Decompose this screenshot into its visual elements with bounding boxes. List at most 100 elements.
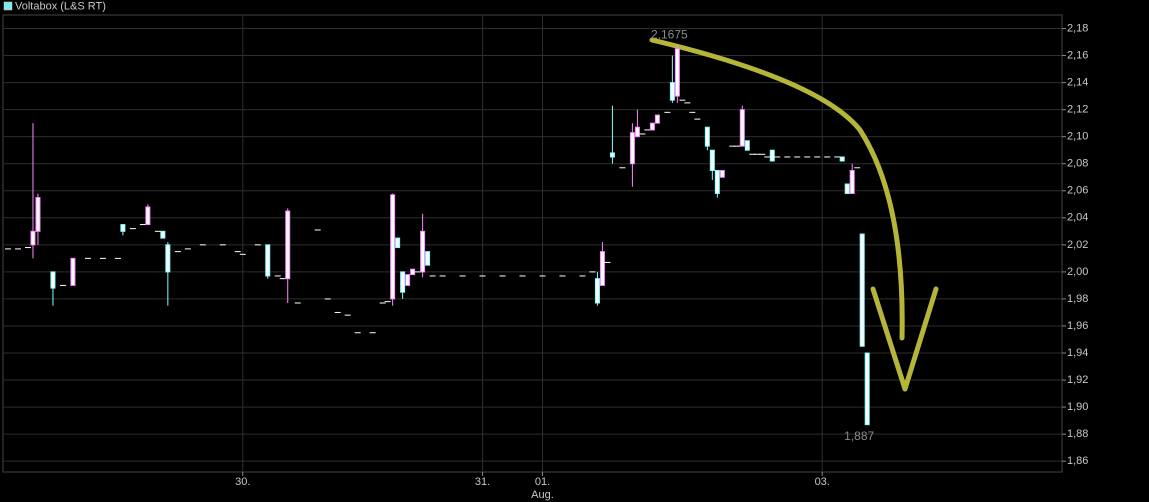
candle-body bbox=[719, 169, 725, 178]
y-tick-label: 2,08 bbox=[1067, 158, 1088, 170]
candle-body bbox=[864, 352, 870, 426]
plot-frame bbox=[2, 14, 1063, 473]
candle-body bbox=[844, 183, 850, 194]
candle-body bbox=[694, 118, 701, 120]
y-tick-label: 1,90 bbox=[1067, 401, 1088, 413]
candle-body bbox=[379, 302, 386, 304]
legend-swatch bbox=[3, 1, 13, 11]
candle-body bbox=[739, 109, 745, 147]
candle-body bbox=[754, 153, 761, 155]
candle-body bbox=[294, 302, 301, 304]
month-label: Aug. bbox=[531, 489, 554, 501]
candle-body bbox=[769, 149, 775, 162]
candle-body bbox=[30, 230, 36, 246]
candle-body bbox=[314, 229, 321, 231]
candle-body bbox=[834, 156, 841, 158]
arrow-head bbox=[870, 286, 939, 392]
candle-body bbox=[604, 261, 611, 263]
candle-body bbox=[324, 298, 331, 300]
candle-body bbox=[539, 275, 546, 277]
candle-body bbox=[285, 210, 291, 280]
candle-body bbox=[70, 257, 76, 286]
candle-body bbox=[689, 111, 696, 113]
candle-body bbox=[664, 111, 671, 113]
y-tick-label: 2,06 bbox=[1067, 185, 1088, 197]
candle-body bbox=[704, 126, 710, 147]
candle-body bbox=[649, 122, 655, 131]
candle-body bbox=[744, 140, 750, 151]
y-tick-label: 1,92 bbox=[1067, 374, 1088, 386]
candle-body bbox=[594, 278, 600, 304]
candle-body bbox=[139, 224, 146, 226]
x-tick-label: 01. bbox=[535, 476, 550, 488]
candle-body bbox=[414, 271, 421, 273]
candle-body bbox=[784, 156, 791, 158]
candle-body bbox=[50, 271, 56, 289]
candle-body bbox=[114, 257, 121, 259]
candle-body bbox=[390, 194, 396, 300]
candle-body bbox=[184, 248, 191, 250]
candle-body bbox=[654, 114, 660, 124]
candle-body bbox=[165, 244, 171, 273]
y-tick-label: 2,10 bbox=[1067, 131, 1088, 143]
candle-body bbox=[479, 275, 486, 277]
candle-body bbox=[384, 301, 391, 303]
y-tick-label: 2,16 bbox=[1067, 49, 1088, 61]
candle-body bbox=[274, 275, 281, 277]
y-tick-label: 1,86 bbox=[1067, 455, 1088, 467]
candle-body bbox=[439, 275, 446, 277]
candle-body bbox=[24, 247, 31, 249]
candle-body bbox=[14, 248, 21, 250]
candle-body bbox=[459, 275, 466, 277]
candle-body bbox=[154, 230, 161, 232]
y-tick-label: 2,04 bbox=[1067, 212, 1088, 224]
candle-body bbox=[354, 332, 361, 334]
x-tick-label: 03. bbox=[815, 476, 830, 488]
candle-body bbox=[405, 274, 411, 286]
candle-body bbox=[425, 251, 431, 266]
y-tick-label: 2,00 bbox=[1067, 266, 1088, 278]
annotation: 1,887 bbox=[844, 429, 874, 443]
candle-body bbox=[674, 48, 680, 97]
candle-body bbox=[4, 248, 11, 250]
candle-body bbox=[219, 244, 226, 246]
x-tick-label: 31. bbox=[475, 476, 490, 488]
candle-body bbox=[199, 244, 206, 246]
candle-body bbox=[729, 145, 736, 147]
candle-body bbox=[429, 275, 436, 277]
candle-body bbox=[400, 271, 406, 293]
candle-body bbox=[599, 251, 605, 286]
candle-body bbox=[334, 311, 341, 313]
y-tick-label: 1,96 bbox=[1067, 320, 1088, 332]
y-tick-label: 2,14 bbox=[1067, 77, 1088, 89]
candle-body bbox=[759, 153, 766, 155]
y-tick-label: 2,18 bbox=[1067, 22, 1088, 34]
y-tick-label: 1,88 bbox=[1067, 428, 1088, 440]
candle-body bbox=[619, 167, 626, 169]
candle-body bbox=[859, 233, 865, 347]
candle-body bbox=[734, 145, 741, 147]
candle-body bbox=[629, 132, 635, 165]
candle-body bbox=[174, 251, 181, 253]
candle-body bbox=[634, 126, 640, 138]
y-tick-label: 2,12 bbox=[1067, 104, 1088, 116]
candle-body bbox=[609, 152, 615, 158]
candle-body bbox=[579, 275, 586, 277]
candle-body bbox=[639, 133, 646, 135]
candle-body bbox=[99, 257, 106, 259]
candle-body bbox=[369, 332, 376, 334]
candle-body bbox=[849, 169, 855, 194]
candle-body bbox=[589, 271, 596, 273]
candle-body bbox=[35, 197, 41, 232]
candle-body bbox=[774, 156, 781, 158]
annotation: 2,1675 bbox=[651, 28, 688, 42]
candle-body bbox=[794, 156, 801, 158]
candle-body bbox=[395, 237, 401, 249]
candle-body bbox=[344, 314, 351, 316]
candle-body bbox=[669, 82, 675, 101]
candle-body bbox=[684, 102, 691, 104]
candle-body bbox=[420, 230, 426, 273]
candle-body bbox=[714, 169, 720, 194]
